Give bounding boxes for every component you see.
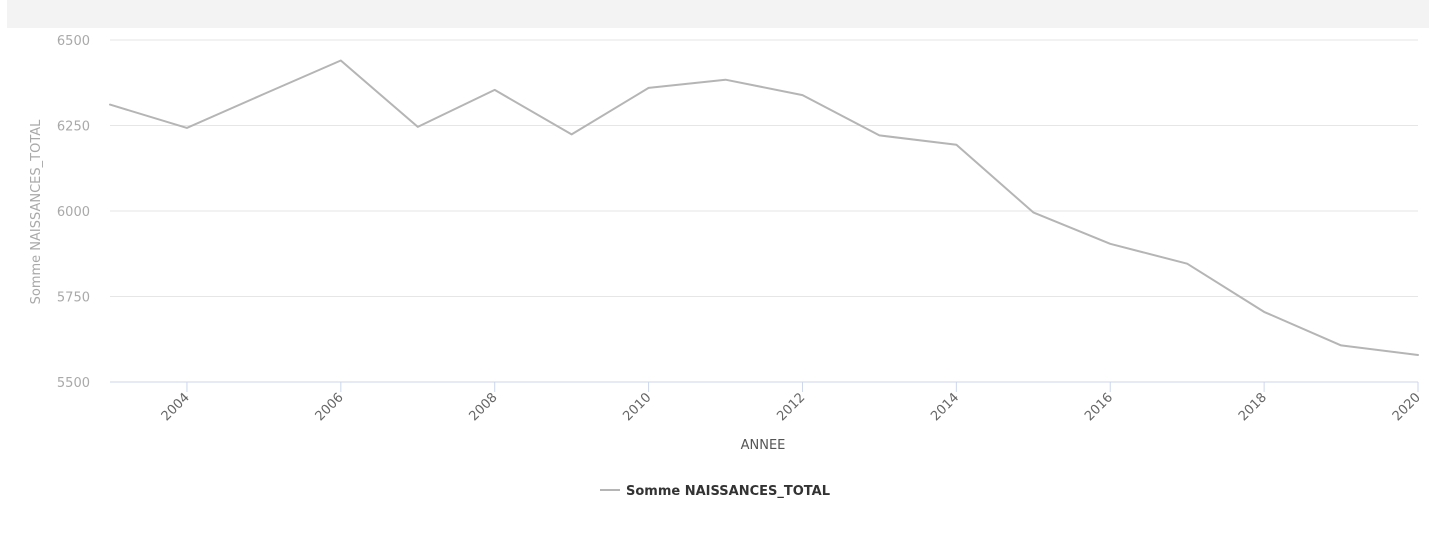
y-axis: 5500 5750 6000 6250 6500 — [57, 34, 90, 391]
x-tick-label-2020: 2020 — [1390, 390, 1424, 424]
x-tick-label-2010: 2010 — [620, 390, 654, 424]
y-tick-label-5500: 5500 — [57, 376, 90, 391]
x-axis: 2004 2006 2008 2010 2012 2014 2016 2018 2020 — [159, 382, 1424, 424]
y-tick-label-5750: 5750 — [57, 291, 90, 306]
legend[interactable]: Somme NAISSANCES_TOTAL — [600, 484, 830, 499]
legend-label-somme-naissances-total[interactable]: Somme NAISSANCES_TOTAL — [626, 484, 830, 499]
y-tick-label-6250: 6250 — [57, 120, 90, 135]
x-tick-label-2006: 2006 — [313, 390, 347, 424]
y-axis-title: Somme NAISSANCES_TOTAL — [29, 119, 44, 305]
y-tick-label-6000: 6000 — [57, 205, 90, 220]
x-tick-label-2018: 2018 — [1236, 390, 1270, 424]
x-tick-label-2016: 2016 — [1082, 390, 1116, 424]
x-tick-label-2008: 2008 — [467, 390, 501, 424]
x-tick-label-2012: 2012 — [774, 390, 808, 424]
x-axis-title: ANNEE — [741, 438, 786, 453]
y-tick-label-6500: 6500 — [57, 34, 90, 49]
series-lines — [109, 59, 1419, 356]
grid-lines — [110, 39, 1418, 383]
x-tick-label-2014: 2014 — [928, 390, 962, 424]
top-bar — [7, 0, 1429, 28]
x-tick-label-2004: 2004 — [159, 390, 193, 424]
series-line-0[interactable] — [109, 59, 1419, 356]
